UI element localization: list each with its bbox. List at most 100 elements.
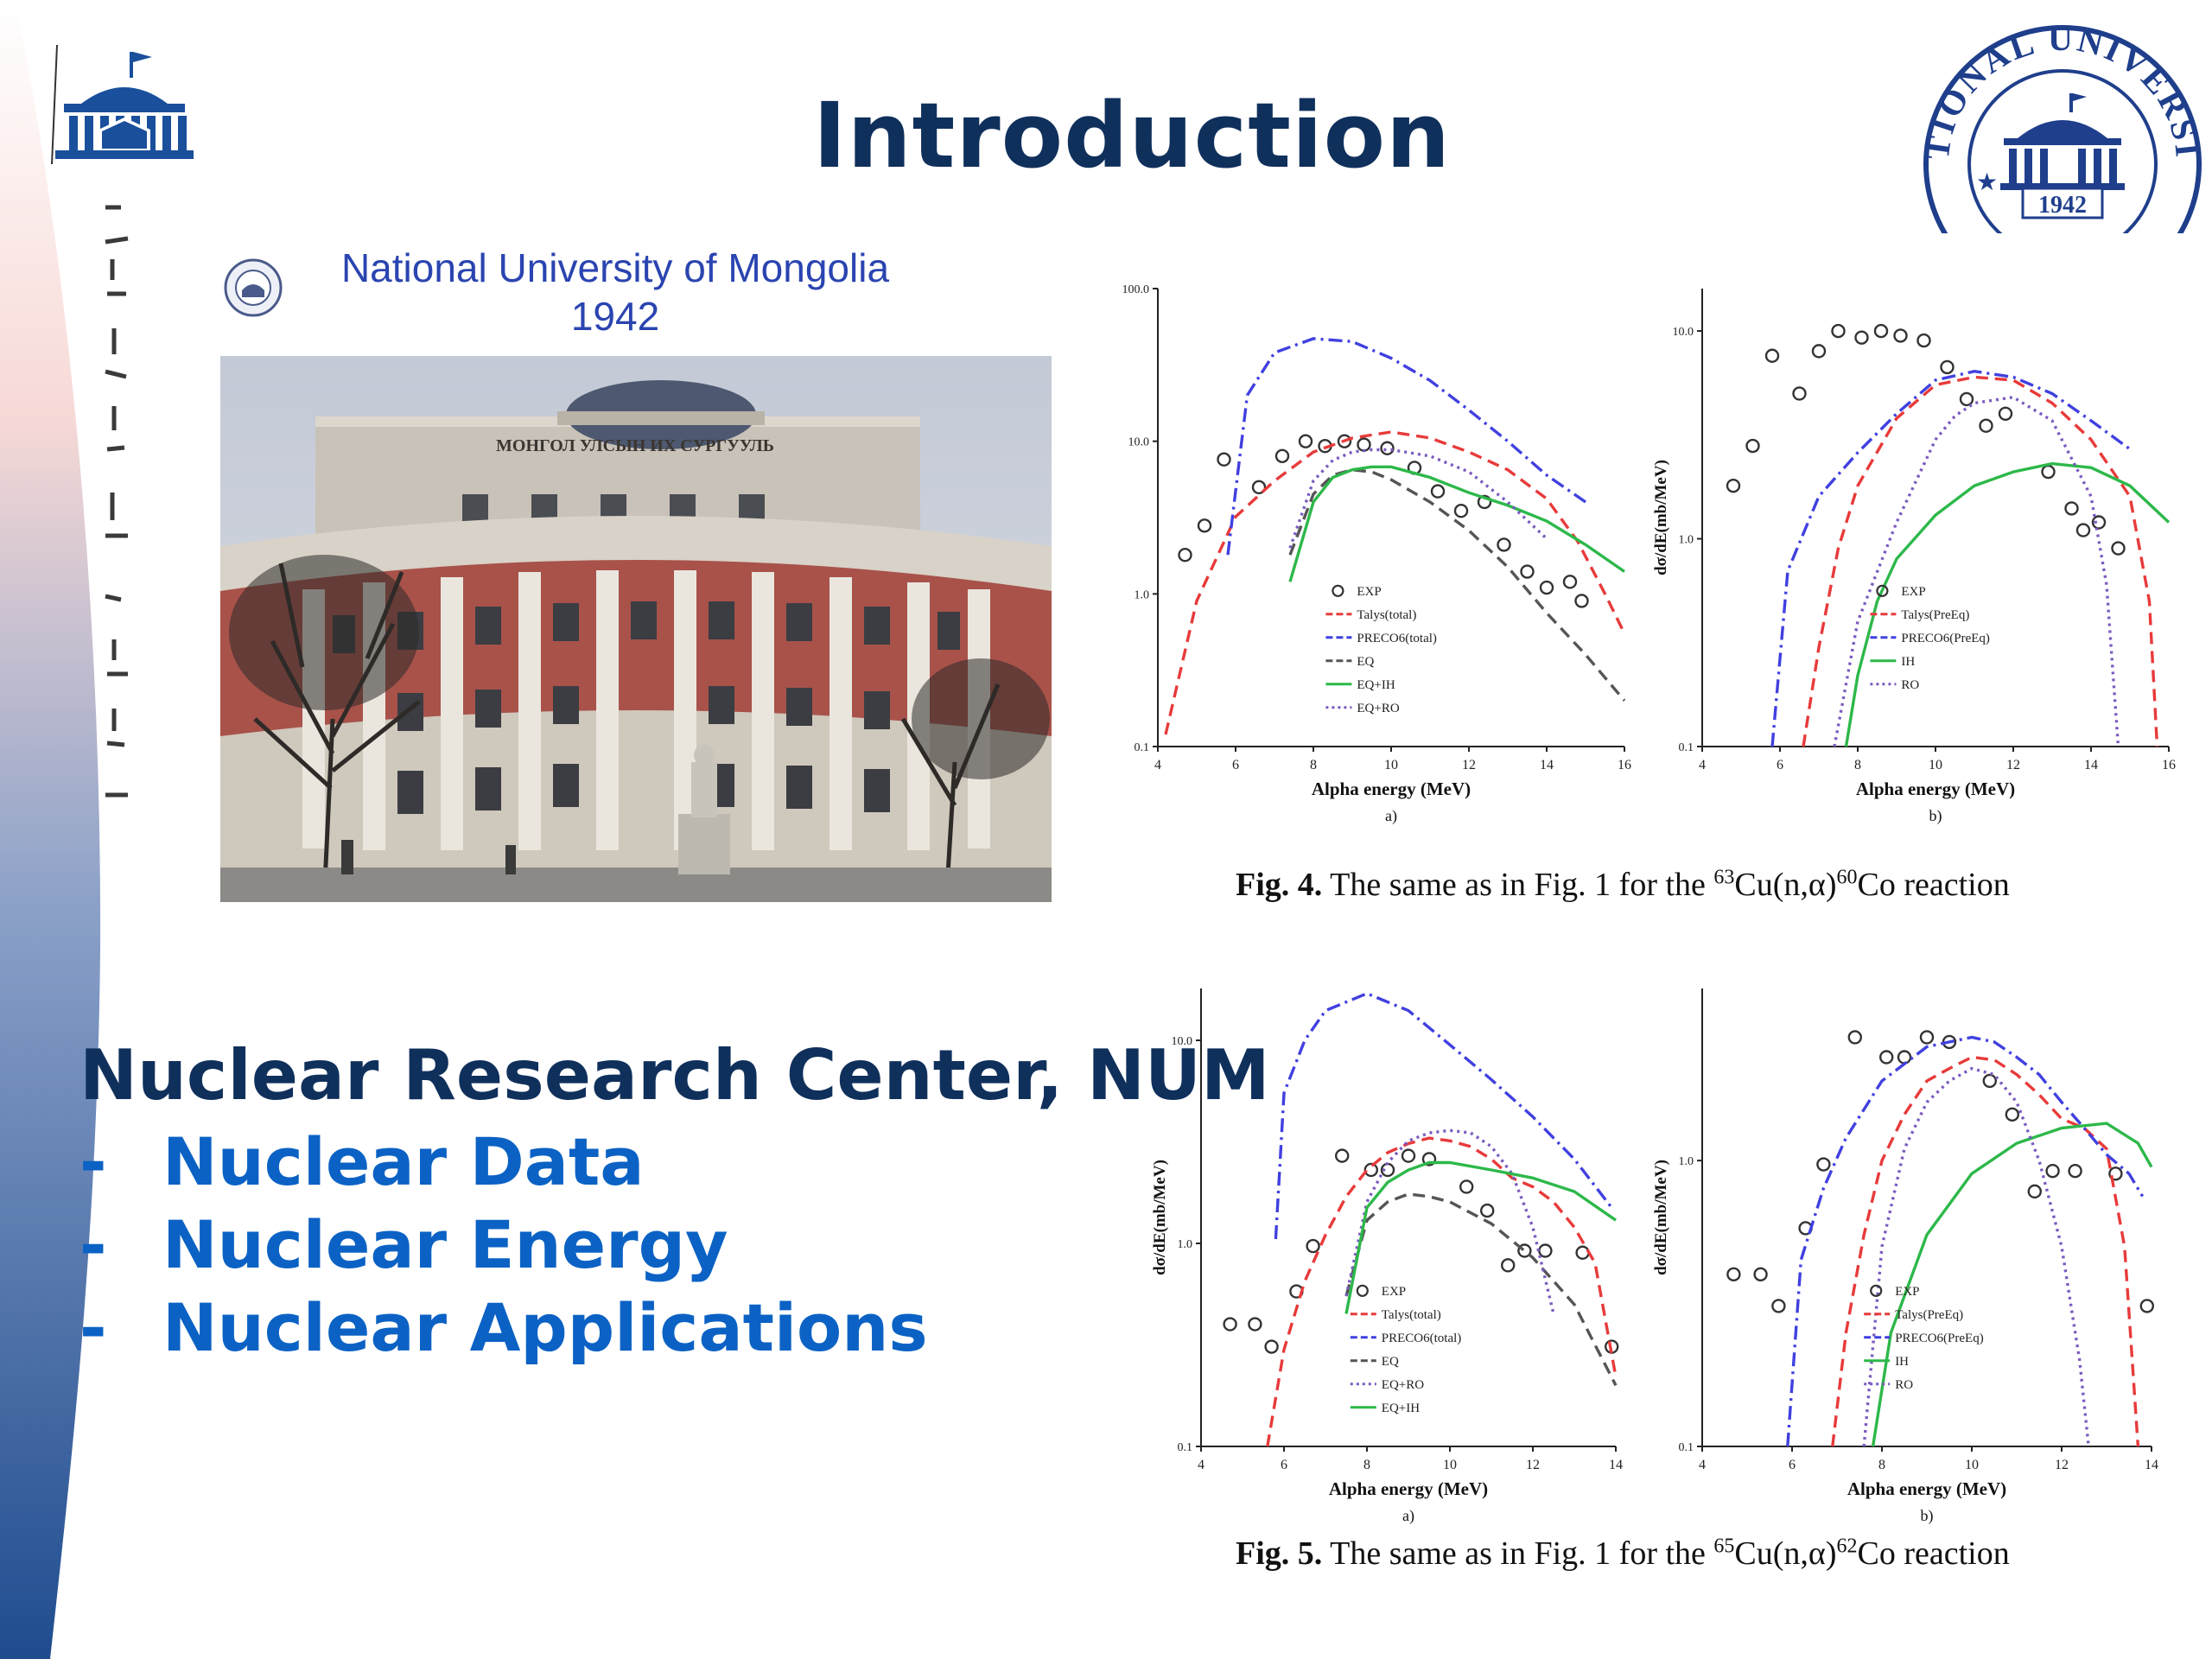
legend-label: EXP (1382, 1285, 1406, 1299)
x-tick-label: 4 (1699, 1458, 1706, 1472)
x-tick-label: 12 (2006, 758, 2020, 772)
data-point (2045, 1163, 2060, 1179)
chart-axes: 4 6 8 10 12 14 0.1 1.0 Alpha energy (MeV) dσ/dE(m… (1652, 988, 2158, 1525)
legend-label: RO (1895, 1378, 1913, 1392)
data-point (1562, 575, 1578, 589)
data-point (1998, 406, 2013, 421)
data-point (1916, 333, 1931, 348)
x-tick-label: 16 (1618, 758, 1631, 772)
data-point (1538, 1243, 1553, 1258)
x-tick-label: 8 (1363, 1458, 1370, 1472)
x-tick-label: 4 (1699, 758, 1706, 772)
chart-axes: 4 6 8 10 12 14 16 0.1 1.0 10.0 Alpha energy (MeV) d… (1652, 289, 2176, 825)
legend-label: PRECO6(total) (1357, 632, 1437, 645)
data-point (1178, 548, 1192, 563)
seal-star-left-icon: ★ (1976, 169, 1998, 196)
bullet-text: Nuclear Energy (162, 1206, 728, 1283)
panel-label: a) (1402, 1507, 1414, 1525)
university-year: 1942 (570, 294, 660, 339)
series-line (1770, 369, 2132, 747)
bullet-marker: - (79, 1289, 107, 1366)
data-point (1298, 434, 1313, 448)
chart-axes: 4 6 8 10 12 14 0.1 1.0 10.0 Alpha energy (MeV) dσ/… (1151, 988, 1623, 1525)
data-point (1401, 1148, 1416, 1163)
data-point (1816, 1157, 1831, 1172)
university-name: National University of Mongolia (340, 245, 890, 290)
x-tick-label: 8 (1854, 758, 1861, 772)
series-line (1344, 1128, 1555, 1314)
legend-label: EXP (1895, 1285, 1919, 1299)
x-axis-label: Alpha energy (MeV) (1856, 779, 2015, 799)
legend-label: EXP (1357, 585, 1381, 599)
legend-label: PRECO6(PreEq) (1901, 632, 1990, 645)
series-line (1802, 375, 2159, 747)
series-line (1288, 467, 1626, 702)
fig4-sup-product: 60 (1836, 866, 1858, 889)
legend-label: EQ+IH (1357, 678, 1395, 692)
fig5-reaction: Cu(n,α) (1734, 1535, 1837, 1572)
data-point (1897, 1050, 1912, 1065)
x-tick-label: 14 (1609, 1458, 1623, 1472)
data-point (2068, 1163, 2082, 1179)
y-tick-label: 10.0 (1172, 1035, 1193, 1048)
x-tick-label: 8 (1878, 1458, 1885, 1472)
y-tick-label: 1.0 (1178, 1238, 1193, 1251)
x-tick-label: 10 (1384, 758, 1398, 772)
panel-label: b) (1929, 807, 1942, 825)
y-tick-label: 10.0 (1128, 436, 1150, 449)
x-tick-label: 14 (1540, 758, 1554, 772)
fig4-sup-mass: 63 (1713, 866, 1735, 889)
x-tick-label: 6 (1281, 1458, 1287, 1472)
data-point (1539, 580, 1554, 595)
bullet-item: - Nuclear Data (79, 1123, 645, 1200)
series-line (1226, 337, 1586, 556)
series-line (1266, 1136, 1618, 1447)
data-point (2005, 1107, 2019, 1122)
data-point (1421, 1152, 1437, 1166)
y-tick-label: 0.1 (1679, 741, 1694, 754)
data-point (1764, 348, 1780, 363)
data-point (1380, 441, 1395, 455)
university-caption: National University of Mongolia 1942 (313, 244, 918, 340)
legend-label: RO (1901, 678, 1919, 692)
data-point (1753, 1267, 1768, 1282)
series-line (1786, 1035, 2145, 1447)
x-tick-label: 10 (1443, 1458, 1457, 1472)
bullet-marker: - (79, 1206, 107, 1283)
legend-label: Talys(PreEq) (1895, 1308, 1963, 1322)
legend-label: Talys(total) (1357, 608, 1416, 622)
data-point (2139, 1299, 2154, 1313)
panel-label: a) (1385, 807, 1397, 825)
y-tick-label: 0.1 (1178, 1441, 1193, 1454)
data-point (1357, 437, 1371, 452)
chart-fig5b: 4 6 8 10 12 14 0.1 1.0 Alpha energy (MeV) dσ/dE(m… (1652, 988, 2158, 1525)
edge-text-strip (88, 190, 140, 830)
legend-label: EQ+IH (1382, 1402, 1420, 1415)
y-tick-label: 0.1 (1135, 741, 1150, 754)
bullet-item: - Nuclear Applications (79, 1289, 928, 1366)
data-point (1306, 1238, 1320, 1254)
data-point (1879, 1050, 1894, 1065)
building-sign: МОНГОЛ УЛСЫН ИХ СУРГУУЛЬ (496, 436, 774, 455)
data-point (1919, 1030, 1935, 1045)
x-axis-label: Alpha energy (MeV) (1847, 1478, 2006, 1499)
x-tick-label: 16 (2162, 758, 2176, 772)
data-point (1217, 452, 1231, 467)
data-point (1251, 480, 1267, 495)
bullet-text: Nuclear Applications (162, 1289, 928, 1366)
series-line (1288, 448, 1548, 549)
y-tick-label: 1.0 (1679, 1155, 1694, 1168)
data-point (2111, 541, 2126, 556)
legend-label: EQ+RO (1382, 1378, 1424, 1392)
legend-marker (1870, 1284, 1883, 1297)
data-point (1982, 1073, 1997, 1089)
series-line (1164, 430, 1626, 735)
x-tick-label: 6 (1232, 758, 1239, 772)
left-decorative-band (0, 0, 105, 1659)
data-point (1854, 330, 1869, 345)
chart-legend: EXP Talys(total) PRECO6(total) EQ EQ+RO EQ+IH (1350, 1284, 1461, 1415)
data-point (1477, 494, 1492, 510)
data-point (1459, 1179, 1474, 1194)
data-point (2091, 515, 2107, 530)
data-point (1893, 328, 1908, 343)
